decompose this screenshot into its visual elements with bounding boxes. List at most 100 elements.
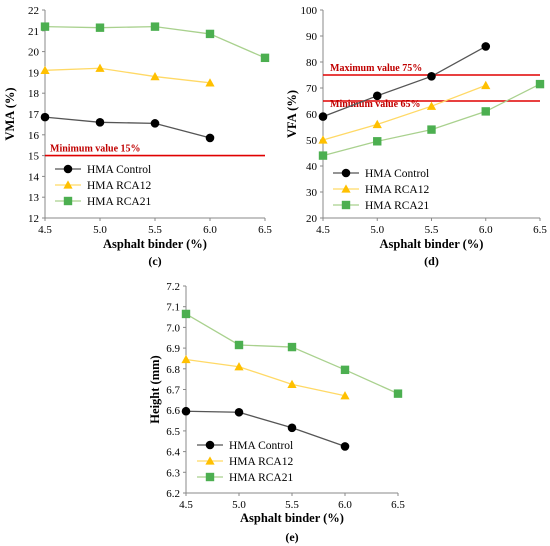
data-point [481,80,491,90]
data-point [234,362,244,371]
legend-marker [341,200,351,210]
y-tick-label: 6.2 [166,488,180,500]
y-tick-label: 13 [28,192,40,204]
y-axis-title: VMA (%) [3,87,17,140]
data-point [287,342,297,352]
data-point [150,119,160,128]
y-tick-label: 19 [28,67,40,79]
data-point [40,22,50,31]
x-tick-label: 6.0 [203,224,217,236]
reference-line-label: Minimum value 65% [330,99,421,110]
data-point [481,107,490,116]
series-1 [318,42,491,121]
legend-label: HMA RCA21 [365,200,429,212]
legend-marker [341,184,351,193]
legend-label: HMA Control [229,440,293,452]
y-tick-label: 6.8 [166,364,180,376]
panel-label: (e) [285,530,298,544]
y-tick-label: 20 [306,213,318,225]
data-point [373,137,382,146]
data-point [372,119,382,129]
legend-marker [63,164,73,174]
y-tick-label: 6.3 [166,467,180,479]
y-tick-label: 90 [306,31,318,43]
data-point [234,340,244,350]
y-tick-label: 21 [28,26,39,38]
y-tick-label: 100 [301,5,318,17]
y-tick-label: 7.1 [166,302,180,314]
series-line [44,25,266,59]
y-tick-label: 70 [306,83,318,95]
series-1 [181,406,350,451]
data-point [426,101,437,110]
y-tick-label: 16 [28,130,40,142]
data-point [205,133,215,143]
y-tick-label: 6.5 [166,426,180,438]
legend-label: HMA RCA21 [229,472,293,484]
data-point [181,354,191,364]
data-point [393,389,403,398]
data-point [427,72,436,81]
y-tick-label: 60 [306,109,318,121]
series-3 [181,309,403,398]
legend-label: HMA RCA12 [229,456,293,468]
series-2 [40,63,215,87]
x-tick-label: 6.0 [479,224,493,236]
data-point [340,391,350,400]
data-point [318,135,328,144]
x-axis-title: Asphalt binder (%) [240,511,344,525]
series-2 [181,354,350,400]
series-line [322,84,486,141]
data-point [234,407,244,417]
y-tick-label: 80 [306,57,318,69]
data-point [95,63,105,72]
series-line [44,67,211,84]
chart-panel-1: 12 13 14 15 16 17 18 19 20 21 22 4.5 5.0 5.5 6.0 6.5 Min… [3,5,272,268]
legend-marker [341,168,351,178]
y-tick-label: 20 [28,47,40,59]
data-point [481,42,491,51]
y-tick-label: 14 [28,171,40,183]
y-tick-label: 50 [306,135,318,147]
panel-label: (c) [148,254,161,268]
series-line [185,358,346,397]
panel-label: (d) [424,254,439,268]
y-axis-title: VFA (%) [285,90,299,138]
x-axis-title: Asphalt binder (%) [103,237,207,251]
y-tick-label: 7.0 [166,322,180,334]
series-line [322,83,541,157]
legend-label: HMA RCA21 [87,196,151,208]
x-tick-label: 6.5 [258,224,272,236]
series-3 [318,79,545,160]
y-tick-label: 7.2 [166,281,180,293]
series-2 [318,80,491,144]
legend-marker [63,196,73,206]
y-tick-label: 40 [306,161,318,173]
x-tick-label: 5.0 [232,499,246,511]
y-axis-title: Height (mm) [148,355,162,423]
data-point [287,423,297,433]
data-point [318,112,328,121]
legend-marker [205,440,215,450]
data-point [150,22,160,31]
data-point [40,112,50,122]
legend-marker [63,180,73,189]
data-point [150,71,160,81]
data-point [340,442,350,451]
data-point [260,53,270,63]
y-tick-label: 15 [28,151,40,163]
data-point [205,29,215,39]
x-tick-label: 6.5 [391,499,405,511]
data-point [535,79,545,89]
chart-panel-2: 20 30 40 50 60 70 80 90 100 4.5 5.0 5.5 6.0 6.5 Maximu… [285,5,547,268]
data-point [40,65,50,74]
y-tick-label: 18 [28,88,40,100]
x-tick-label: 5.5 [148,224,162,236]
series-line [322,45,487,118]
x-tick-label: 4.5 [316,224,330,236]
series-3 [40,22,270,63]
x-tick-label: 5.0 [370,224,384,236]
series-line [44,116,211,139]
y-tick-label: 6.7 [166,385,180,397]
